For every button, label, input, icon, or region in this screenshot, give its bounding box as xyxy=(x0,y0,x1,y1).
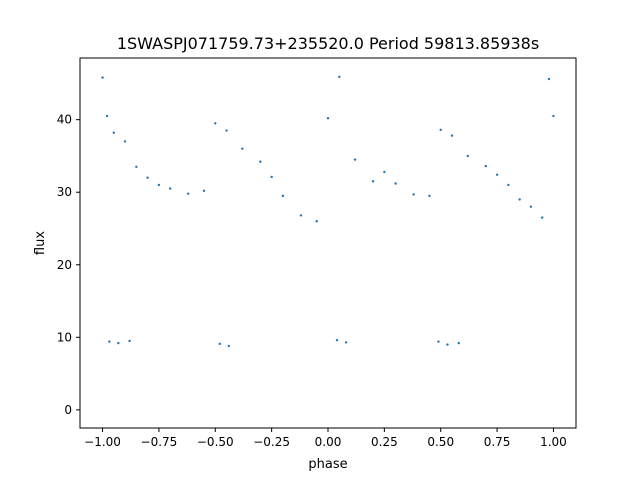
x-axis: −1.00 −0.75 −0.50 −0.25 0.00 0.25 0.50 0.75 1.00 xyxy=(84,428,567,449)
data-point xyxy=(227,344,230,348)
y-tick-label: 20 xyxy=(57,258,72,272)
data-point xyxy=(412,193,415,196)
x-tick-label: 0.75 xyxy=(484,435,511,449)
data-point xyxy=(112,131,116,134)
y-tick-label: 40 xyxy=(57,113,72,127)
data-point xyxy=(518,198,521,201)
data-point xyxy=(552,114,555,118)
data-point xyxy=(495,173,499,176)
data-point xyxy=(214,122,217,125)
data-point xyxy=(353,158,357,161)
x-tick-label: −0.50 xyxy=(197,435,234,449)
data-point xyxy=(101,76,104,79)
data-point xyxy=(457,341,460,345)
data-point xyxy=(466,154,469,158)
y-axis-label: flux xyxy=(33,231,48,255)
x-axis-label: phase xyxy=(308,457,347,472)
data-point xyxy=(540,216,544,219)
data-point xyxy=(446,343,449,346)
x-tick-label: 0.50 xyxy=(427,435,454,449)
data-point xyxy=(218,342,221,346)
data-point xyxy=(146,176,149,179)
data-point xyxy=(507,183,510,187)
data-point xyxy=(484,164,488,168)
data-point xyxy=(270,175,273,179)
data-point xyxy=(105,114,109,118)
data-point xyxy=(439,128,442,132)
data-point xyxy=(394,182,397,185)
data-point xyxy=(547,77,551,81)
data-point xyxy=(128,339,131,343)
scatter-points xyxy=(101,75,555,348)
data-point xyxy=(529,205,533,208)
data-point xyxy=(187,192,190,195)
data-point xyxy=(450,134,454,137)
data-point xyxy=(241,147,244,150)
data-point xyxy=(428,194,431,198)
data-point xyxy=(437,340,440,343)
data-point xyxy=(335,339,339,342)
chart-title: 1SWASPJ071759.73+235520.0 Period 59813.8… xyxy=(117,34,539,53)
data-point xyxy=(117,341,120,345)
y-tick-label: 10 xyxy=(57,330,72,344)
x-tick-label: 0.25 xyxy=(371,435,398,449)
x-tick-label: −1.00 xyxy=(84,435,121,449)
x-tick-label: 1.00 xyxy=(540,435,567,449)
data-point xyxy=(371,180,375,183)
data-point xyxy=(299,214,303,217)
x-tick-label: −0.75 xyxy=(141,435,178,449)
data-point xyxy=(225,129,228,132)
y-tick-label: 30 xyxy=(57,185,72,199)
data-point xyxy=(135,165,138,169)
data-point xyxy=(338,75,341,79)
data-point xyxy=(202,189,206,192)
y-tick-label: 0 xyxy=(64,403,72,417)
data-point xyxy=(326,117,330,120)
data-point xyxy=(259,160,262,163)
data-point xyxy=(168,187,172,190)
x-tick-label: 0.00 xyxy=(315,435,342,449)
data-point xyxy=(344,341,348,344)
data-point xyxy=(123,140,127,143)
data-point xyxy=(281,194,285,198)
plot-frame xyxy=(79,57,577,429)
data-point xyxy=(315,220,318,223)
data-point xyxy=(108,340,111,343)
x-tick-label: −0.25 xyxy=(253,435,290,449)
data-point xyxy=(157,183,161,187)
y-axis: 0 10 20 30 40 xyxy=(57,113,80,417)
data-point xyxy=(383,170,386,174)
